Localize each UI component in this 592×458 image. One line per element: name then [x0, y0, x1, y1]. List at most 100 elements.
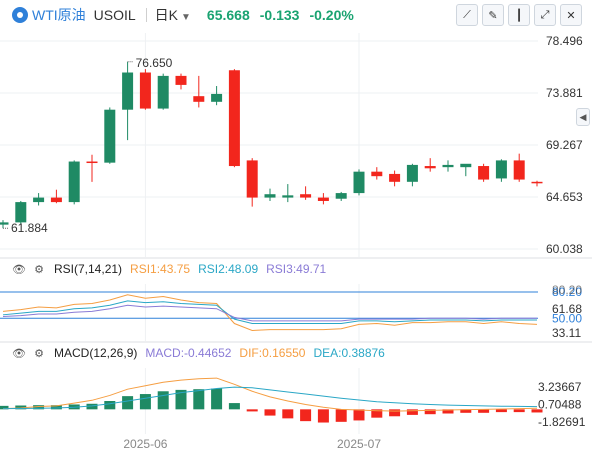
macd-tick-label: 0.70488 [538, 397, 582, 411]
macd-bar [317, 409, 329, 423]
dea-value: DEA:0.38876 [313, 346, 385, 360]
rsi2-value: RSI2:48.09 [198, 262, 259, 276]
candle [86, 154, 98, 182]
macd-bar [460, 409, 472, 413]
candle [157, 73, 169, 110]
macd-bar [122, 396, 134, 410]
macd-value: MACD:-0.44652 [145, 346, 232, 360]
fullscreen-icon[interactable]: ⤢ [534, 4, 556, 26]
chart-toolbar: ⟋ ✎ ┃ ⤢ ✕ [456, 4, 582, 26]
line-chart-icon[interactable]: ⟋ [456, 4, 478, 26]
macd-tick-label: 3.23667 [538, 380, 582, 394]
candle [15, 200, 27, 225]
y-tick-label: 64.653 [546, 190, 583, 204]
candlestick-icon[interactable]: ┃ [508, 4, 530, 26]
macd-bar [389, 409, 401, 417]
high-price-label: 76.650 [136, 56, 173, 70]
header-divider [145, 8, 147, 22]
candle [460, 163, 472, 177]
macd-bar [442, 409, 454, 414]
macd-bar [282, 409, 294, 419]
macd-bar [15, 405, 27, 410]
rsi-tick-label: 80.20 [552, 285, 582, 299]
dea-line [2, 386, 538, 410]
visibility-icon[interactable]: 👁 [12, 263, 26, 276]
candle [335, 191, 347, 201]
candle [211, 86, 223, 106]
candle [104, 107, 116, 164]
macd-bar [33, 405, 45, 410]
candle [193, 75, 205, 108]
macd-series [0, 377, 543, 423]
macd-bar [211, 388, 223, 410]
macd-bar [139, 394, 151, 410]
macd-bar [406, 409, 418, 415]
y-tick-label: 60.038 [546, 242, 583, 256]
macd-bar [157, 391, 169, 410]
x-tick-label: 2025-07 [337, 437, 381, 451]
y-tick-label: 69.267 [546, 138, 583, 152]
rsi-label: RSI(7,14,21) [54, 262, 123, 276]
candle [175, 73, 187, 90]
macd-header: 👁 ⚙ MACD(12,26,9) MACD:-0.44652 DIF:0.16… [0, 346, 385, 360]
rsi-tick-label: 80.20 [552, 283, 582, 297]
grid-lines [0, 33, 592, 434]
rsi-line-2 [2, 300, 537, 325]
candle [513, 153, 525, 182]
close-icon[interactable]: ✕ [560, 4, 582, 26]
rsi-line-1 [2, 294, 538, 331]
candle [246, 158, 258, 207]
candle [228, 69, 240, 168]
macd-bar [371, 409, 383, 418]
quote-header: WTI原油 USOIL 日K ▼ 65.668 -0.133 -0.20% [0, 0, 592, 30]
macd-bar [495, 409, 507, 413]
period-label: 日K [154, 7, 179, 23]
gear-icon[interactable]: ⚙ [34, 263, 44, 276]
macd-bar [264, 409, 276, 416]
macd-bar [335, 409, 347, 422]
rsi3-value: RSI3:49.71 [266, 262, 327, 276]
candle [282, 184, 294, 203]
axes: 78.496 73.881 69.267 64.653 60.038 2025-06 202… [3, 34, 586, 451]
rsi-tick-label: 61.68 [552, 302, 582, 316]
chevron-down-icon: ▼ [181, 12, 191, 23]
y-tick-label: 78.496 [546, 34, 583, 48]
collapse-arrow-icon[interactable]: ◀ [576, 108, 590, 126]
macd-bar [0, 405, 9, 410]
candle [139, 69, 151, 110]
macd-bar [513, 409, 525, 413]
rsi-series [0, 291, 538, 331]
symbol-code: USOIL [93, 7, 136, 23]
dif-value: DIF:0.16550 [239, 346, 306, 360]
period-selector[interactable]: 日K ▼ [155, 5, 191, 25]
candle [406, 163, 418, 187]
drawing-tool-icon[interactable]: ✎ [482, 4, 504, 26]
rsi-tick-label: 33.11 [552, 326, 581, 340]
candle [389, 170, 401, 187]
macd-bar [175, 389, 187, 410]
candle [424, 158, 436, 172]
candle [478, 163, 490, 182]
dif-line [2, 377, 538, 412]
y-tick-label: 73.881 [546, 86, 583, 100]
macd-bar [300, 409, 312, 422]
macd-bar [86, 403, 98, 410]
candle [495, 159, 507, 182]
rsi1-value: RSI1:43.75 [130, 262, 191, 276]
macd-label: MACD(12,26,9) [54, 346, 138, 360]
rsi-tick-label: 50.00 [552, 311, 582, 325]
rsi-header: 👁 ⚙ RSI(7,14,21) RSI1:43.75 RSI2:48.09 R… [0, 262, 326, 276]
price-change: -0.133 [259, 7, 300, 23]
visibility-icon[interactable]: 👁 [12, 347, 26, 360]
candle [442, 160, 454, 172]
macd-bar [531, 409, 543, 413]
candle [264, 188, 276, 201]
gear-icon[interactable]: ⚙ [34, 347, 44, 360]
macd-bar [246, 409, 258, 412]
candle [122, 61, 134, 141]
candle [33, 193, 45, 206]
symbol-name[interactable]: WTI原油 [32, 7, 86, 23]
price-change-percent: -0.20% [309, 7, 354, 23]
x-tick-label: 2025-06 [123, 437, 167, 451]
